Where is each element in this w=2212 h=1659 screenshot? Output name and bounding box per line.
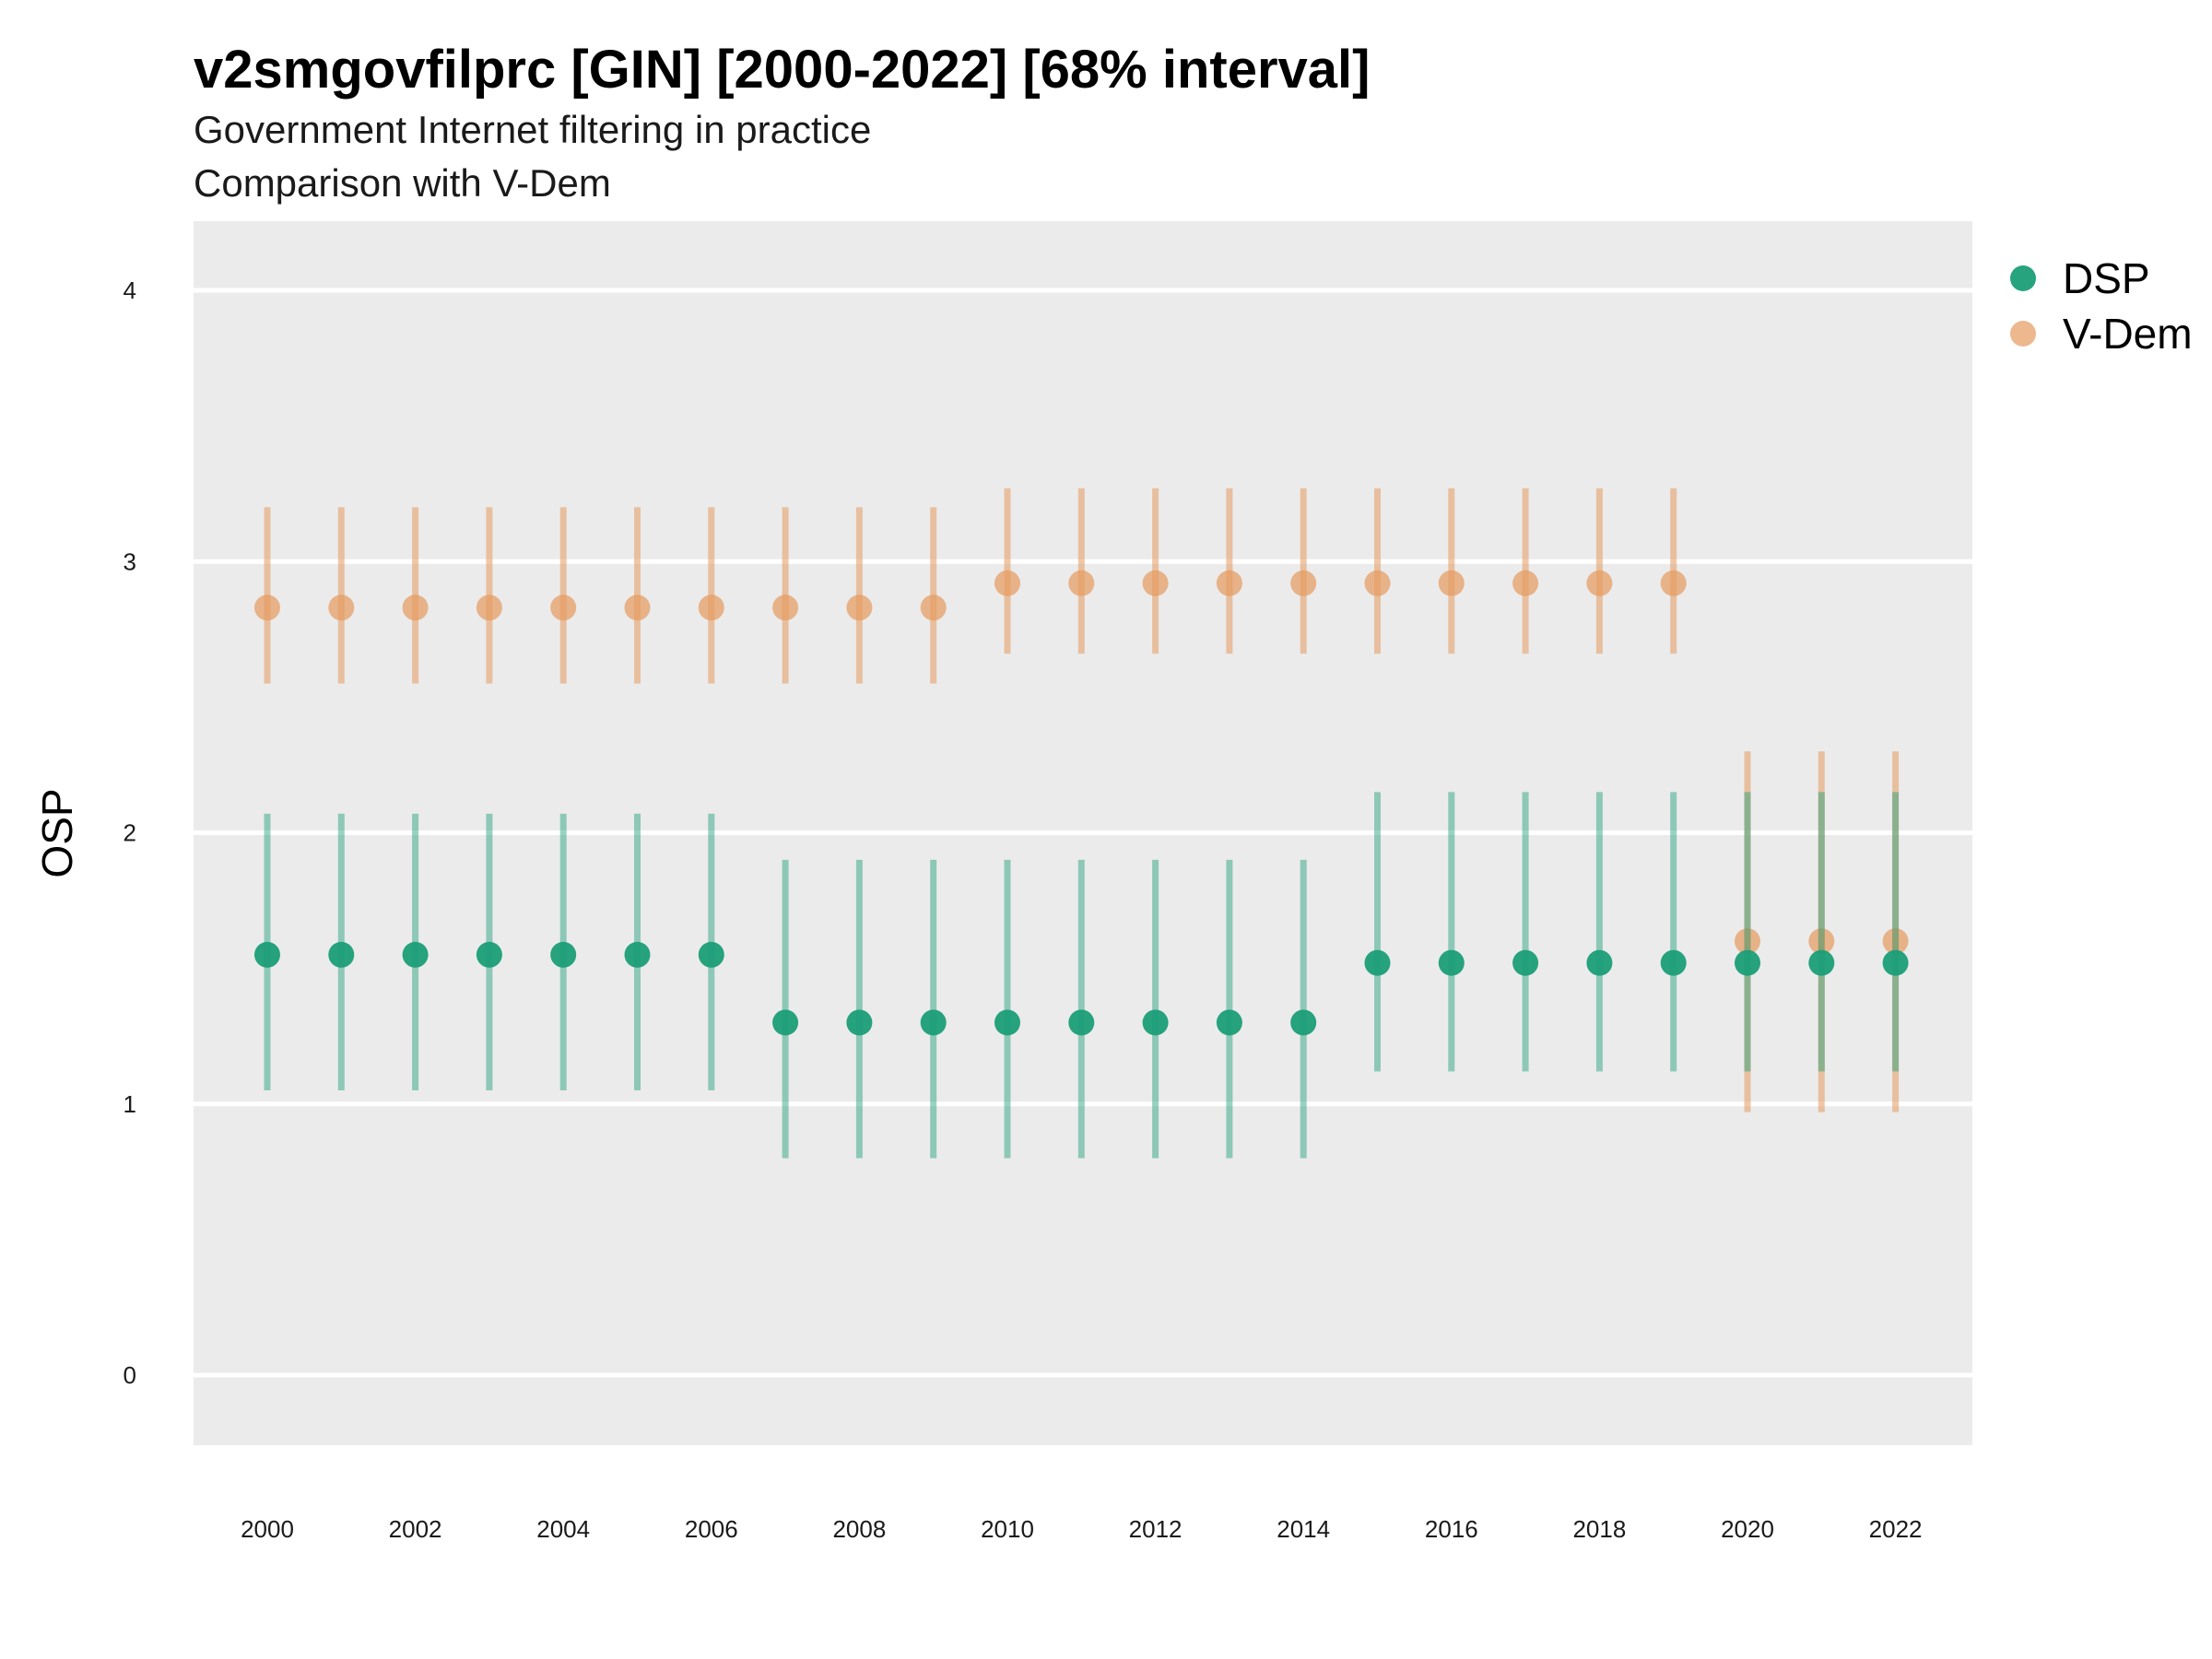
dsp-point-2021	[1808, 949, 1835, 976]
chart-subtitle-line-2: Comparison with V-Dem	[194, 161, 611, 205]
y-tick-label: 2	[124, 819, 136, 847]
vdem-point-2010	[994, 570, 1020, 596]
series-dsp	[254, 792, 1909, 1159]
legend-dsp-label: DSP	[2063, 254, 2150, 302]
chart-subtitle-line-1: Government Internet filtering in practic…	[194, 108, 871, 151]
x-tick-label: 2016	[1425, 1515, 1478, 1543]
dsp-point-2014	[1290, 1009, 1317, 1036]
vdem-point-2022	[1882, 928, 1909, 955]
dsp-point-2010	[994, 1009, 1020, 1036]
dsp-point-2006	[698, 941, 724, 968]
vdem-point-2005	[624, 594, 651, 621]
vdem-point-2003	[476, 594, 502, 621]
dsp-point-2008	[846, 1009, 873, 1036]
y-tick-label: 3	[124, 547, 136, 575]
dsp-point-2016	[1438, 949, 1465, 976]
vdem-point-2020	[1735, 928, 1760, 955]
x-tick-label: 2006	[685, 1515, 738, 1543]
dsp-point-2012	[1142, 1009, 1169, 1036]
x-tick-label: 2012	[1129, 1515, 1182, 1543]
dsp-point-2013	[1216, 1009, 1242, 1036]
dsp-point-2005	[624, 941, 651, 968]
legend-dsp-key	[2010, 265, 2036, 291]
dsp-point-2000	[254, 941, 280, 968]
dsp-point-2019	[1660, 949, 1687, 976]
y-tick-label: 1	[124, 1090, 136, 1118]
vdem-point-2019	[1660, 570, 1687, 596]
legend-vdem-label: V-Dem	[2063, 310, 2193, 358]
dsp-point-2011	[1068, 1009, 1095, 1036]
vdem-point-2000	[254, 594, 280, 621]
x-tick-label: 2014	[1277, 1515, 1330, 1543]
vdem-point-2002	[402, 594, 429, 621]
vdem-point-2007	[772, 594, 799, 621]
vdem-point-2018	[1586, 570, 1613, 596]
y-axis-ticks: 0 1 2 3 4	[124, 276, 136, 1389]
vdem-point-2014	[1290, 570, 1317, 596]
vdem-point-2012	[1142, 570, 1169, 596]
dsp-point-2007	[772, 1009, 799, 1036]
vdem-point-2001	[328, 594, 355, 621]
x-axis-ticks: 2000 2002 2004 2006 2008 2010 2012 2014 2016 2018…	[241, 1515, 1922, 1543]
legend: DSP V-Dem	[2010, 254, 2193, 358]
dsp-point-2009	[920, 1009, 947, 1036]
dsp-point-2004	[550, 941, 577, 968]
y-tick-label: 0	[124, 1361, 136, 1389]
y-tick-label: 4	[124, 276, 136, 304]
dsp-point-2017	[1512, 949, 1539, 976]
series-vdem	[254, 488, 1909, 1112]
x-tick-label: 2020	[1721, 1515, 1774, 1543]
x-tick-label: 2022	[1869, 1515, 1923, 1543]
legend-vdem-key	[2010, 321, 2036, 347]
vdem-point-2021	[1808, 928, 1835, 955]
dsp-point-2020	[1735, 949, 1760, 976]
dsp-point-2018	[1586, 949, 1613, 976]
vdem-point-2009	[920, 594, 947, 621]
x-tick-label: 2018	[1572, 1515, 1626, 1543]
vdem-point-2013	[1216, 570, 1242, 596]
dsp-point-2015	[1364, 949, 1391, 976]
vdem-point-2008	[846, 594, 873, 621]
data-marks	[254, 488, 1909, 1159]
x-tick-label: 2008	[832, 1515, 886, 1543]
vdem-point-2006	[698, 594, 724, 621]
dsp-point-2022	[1882, 949, 1909, 976]
x-tick-label: 2000	[241, 1515, 294, 1543]
vdem-point-2015	[1364, 570, 1391, 596]
chart-title: v2smgovfilprc [GIN] [2000-2022] [68% int…	[194, 40, 1370, 100]
vdem-point-2004	[550, 594, 577, 621]
vdem-point-2016	[1438, 570, 1465, 596]
dsp-point-2003	[476, 941, 502, 968]
x-tick-label: 2002	[389, 1515, 442, 1543]
vdem-point-2017	[1512, 570, 1539, 596]
vdem-point-2011	[1068, 570, 1095, 596]
y-axis-label: OSP	[33, 788, 81, 877]
x-tick-label: 2004	[536, 1515, 590, 1543]
dsp-point-2001	[328, 941, 355, 968]
dsp-point-2002	[402, 941, 429, 968]
x-tick-label: 2010	[981, 1515, 1034, 1543]
